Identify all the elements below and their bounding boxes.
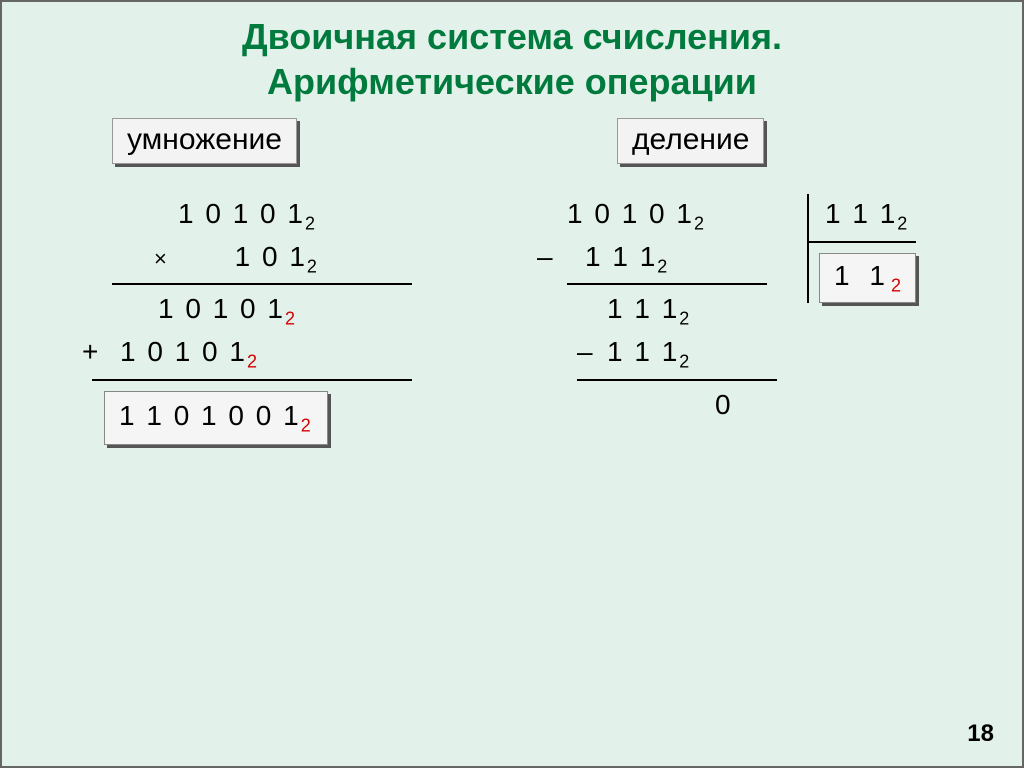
div-sub1: 1 1 1 xyxy=(585,241,657,272)
div-dividend: 1 0 1 0 1 xyxy=(567,198,694,229)
mult-result: 1 1 0 1 0 0 1 xyxy=(119,400,301,431)
div-quotient-sub: 2 xyxy=(891,275,901,295)
title-line-1: Двоичная система счисления xyxy=(242,16,772,57)
mult-rule-1 xyxy=(112,283,412,285)
div-rule-1 xyxy=(567,283,767,285)
mult-result-box: 1 1 0 1 0 0 12 xyxy=(104,391,328,446)
mult-partial1: 1 0 1 0 1 xyxy=(158,293,285,324)
divisor-cell: 1 1 12 xyxy=(807,194,916,243)
div-quotient: 1 1 xyxy=(834,260,891,291)
div-rem1-sub: 2 xyxy=(679,309,691,329)
mult-operand2: 1 0 1 xyxy=(189,241,307,272)
mult-operand1-sub: 2 xyxy=(305,214,317,234)
div-rule-2 xyxy=(577,379,777,381)
division-left: 1 0 1 0 12 – 1 1 12 1 1 12 – 1 1 12 0 xyxy=(537,194,797,425)
mult-plus: + xyxy=(82,332,100,373)
mult-operand2-sub: 2 xyxy=(307,256,319,276)
division-right: 1 1 12 1 12 xyxy=(807,194,916,303)
mult-result-sub: 2 xyxy=(301,415,313,435)
multiplication-work: 1 0 1 0 12 × 1 0 12 1 0 1 0 12 + 1 0 1 0… xyxy=(102,194,462,445)
page-number: 18 xyxy=(967,720,994,748)
title-line-2: Арифметические операции xyxy=(267,61,757,102)
div-minus-2: – xyxy=(577,332,595,373)
div-minus-1: – xyxy=(537,237,555,278)
slide-title: Двоичная система счисления. Арифметическ… xyxy=(2,14,1022,104)
division-label: деление xyxy=(617,118,764,164)
div-final: 0 xyxy=(715,389,733,420)
quotient-box: 1 12 xyxy=(819,253,916,304)
multiplication-column: умножение 1 0 1 0 12 × 1 0 12 1 0 1 0 12… xyxy=(32,118,527,445)
mult-operand1: 1 0 1 0 1 xyxy=(178,198,305,229)
content-columns: умножение 1 0 1 0 12 × 1 0 12 1 0 1 0 12… xyxy=(2,118,1022,445)
division-column: деление 1 0 1 0 12 – 1 1 12 1 1 12 – 1 1… xyxy=(527,118,992,445)
div-divisor: 1 1 1 xyxy=(825,198,897,229)
div-sub2-sub: 2 xyxy=(679,352,691,372)
mult-operator: × xyxy=(154,246,169,271)
division-work: 1 0 1 0 12 – 1 1 12 1 1 12 – 1 1 12 0 xyxy=(537,194,992,425)
multiplication-label: умножение xyxy=(112,118,297,164)
multiplication-label-row: умножение xyxy=(72,118,527,164)
mult-partial2: 1 0 1 0 1 xyxy=(120,336,247,367)
div-divisor-sub: 2 xyxy=(897,214,909,234)
mult-partial2-sub: 2 xyxy=(247,352,259,372)
division-label-row: деление xyxy=(537,118,992,164)
div-rem1: 1 1 1 xyxy=(607,293,679,324)
mult-rule-2 xyxy=(92,379,412,381)
div-dividend-sub: 2 xyxy=(694,214,706,234)
title-dot: . xyxy=(772,16,782,57)
mult-partial1-sub: 2 xyxy=(285,309,297,329)
div-sub2: 1 1 1 xyxy=(607,336,679,367)
div-sub1-sub: 2 xyxy=(657,256,669,276)
